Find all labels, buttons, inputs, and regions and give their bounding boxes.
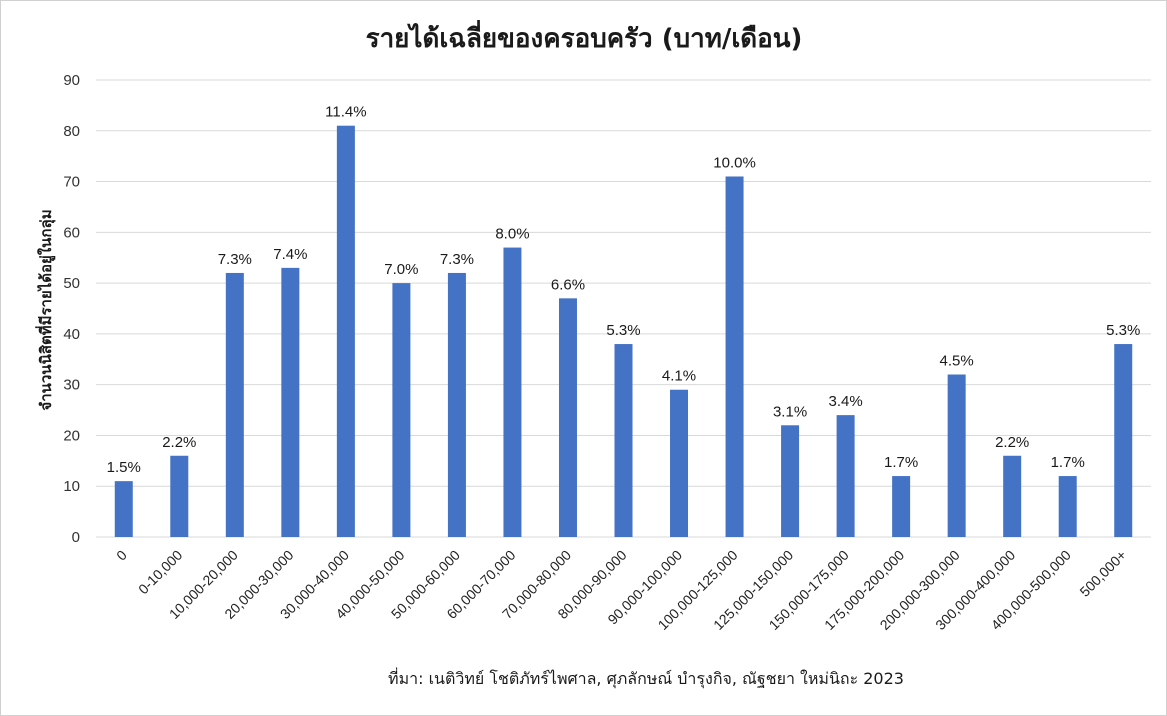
bar [447, 272, 466, 537]
bar [614, 344, 633, 537]
bar [558, 298, 577, 537]
bar [781, 425, 800, 537]
data-label: 4.5% [940, 353, 974, 370]
y-tick-label: 50 [63, 275, 80, 292]
data-label: 5.3% [606, 322, 640, 339]
bar [670, 389, 689, 537]
data-label: 2.2% [162, 434, 196, 451]
data-label: 3.1% [773, 403, 807, 420]
x-axis-ticks: 0 0-10,00010,000-20,00020,000-30,00030,00… [113, 547, 1129, 633]
bars [114, 125, 1133, 538]
data-label: 7.0% [384, 261, 418, 278]
y-tick-label: 40 [63, 326, 80, 343]
y-axis-label: จำนวนนิสิตที่มีรายได้อยู่ในกลุ่ม [35, 209, 56, 410]
x-tick-label: 0-10,000 [135, 547, 186, 598]
data-label: 3.4% [829, 393, 863, 410]
bar [1003, 455, 1022, 537]
bar [503, 247, 522, 538]
y-tick-label: 90 [63, 72, 80, 89]
bar [836, 415, 855, 537]
data-labels: 1.5% 2.2% 7.3% 7.4% 11.4% 7.0% 7.3% 8.0% 6.6% 5.3… [107, 104, 1141, 476]
bar [392, 283, 411, 537]
data-label: 11.4% [325, 104, 366, 121]
bar [1058, 476, 1077, 537]
bar [281, 267, 300, 537]
bar [947, 374, 966, 537]
bar [1114, 344, 1133, 537]
y-tick-label: 20 [63, 427, 80, 444]
data-label: 10.0% [713, 154, 756, 171]
data-label: 6.6% [551, 276, 585, 293]
data-label: 1.7% [884, 454, 918, 471]
y-tick-label: 10 [63, 478, 80, 495]
x-tick-label: 500,000+ [1076, 547, 1129, 600]
bar [892, 476, 911, 537]
data-label: 7.3% [440, 251, 474, 268]
source-note: ที่มา: เนติวิทย์ โชติภัทร์ไพศาล, ศุภลักษ… [388, 667, 904, 689]
data-label: 2.2% [995, 434, 1029, 451]
y-tick-label: 60 [63, 224, 80, 241]
data-label: 4.1% [662, 368, 696, 385]
bar [336, 125, 355, 537]
bar [170, 455, 189, 537]
gridlines [96, 79, 1151, 538]
y-tick-label: 0 [72, 529, 80, 546]
data-label: 1.7% [1051, 454, 1085, 471]
data-label: 8.0% [495, 226, 529, 243]
data-label: 1.5% [107, 459, 141, 476]
y-axis-ticks: 0 10 20 30 40 50 60 70 80 90 [63, 72, 80, 546]
bar [725, 176, 744, 537]
bar [114, 481, 133, 537]
data-label: 7.4% [273, 246, 307, 263]
y-tick-label: 30 [63, 377, 80, 394]
chart-title: รายได้เฉลี่ยของครอบครัว (บาท/เดือน) [366, 19, 803, 54]
data-label: 7.3% [218, 251, 252, 268]
y-tick-label: 80 [63, 123, 80, 140]
y-tick-label: 70 [63, 174, 80, 191]
data-label: 5.3% [1106, 322, 1140, 339]
bar [225, 272, 244, 537]
x-tick-label: 0 [113, 547, 130, 564]
